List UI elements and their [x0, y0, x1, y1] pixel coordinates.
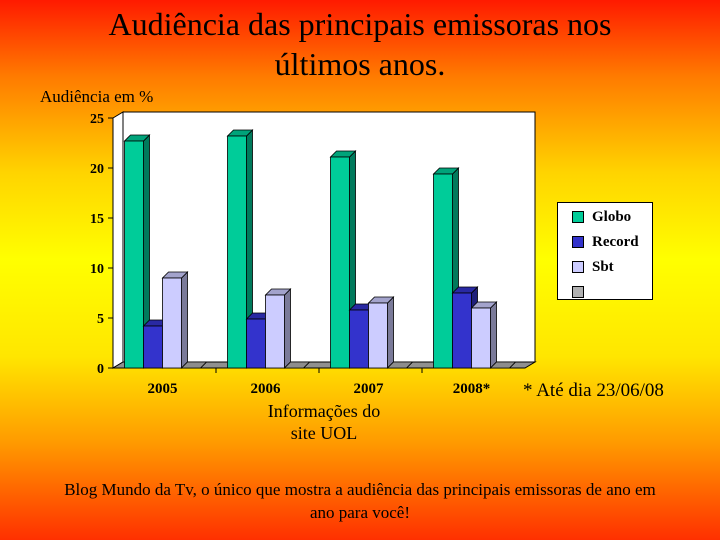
bar-side-sbt-2006 — [284, 288, 291, 369]
bar-top-unlabeled-2005 — [180, 361, 208, 369]
bar-top-unlabeled-2006 — [283, 361, 311, 369]
chart-title-line-2: últimos anos. — [274, 46, 446, 82]
y-tick-label: 0 — [97, 362, 104, 377]
chart-legend: Globo Record Sbt — [557, 202, 653, 300]
bar-record-2006 — [246, 318, 266, 369]
x-tick-label-2005: 2005 — [148, 381, 178, 397]
bar-sbt-2008 — [471, 307, 491, 369]
footer-line-1: Blog Mundo da Tv, o único que mostra a a… — [64, 480, 656, 499]
bar-side-sbt-2008 — [490, 301, 497, 369]
date-note: * Até dia 23/06/08 — [523, 380, 664, 401]
source-note-line-2: site UOL — [290, 423, 358, 443]
legend-swatch-record — [572, 236, 584, 248]
bar-sbt-2006 — [265, 294, 285, 369]
bar-record-2005 — [143, 325, 163, 369]
legend-label-globo: Globo — [592, 209, 632, 225]
y-tick-label: 10 — [90, 262, 104, 277]
bar-side-sbt-2007 — [387, 296, 394, 369]
y-tick-label: 20 — [90, 162, 104, 177]
chart-title: Audiência das principais emissoras nos ú… — [0, 4, 720, 84]
y-tick-label: 5 — [97, 312, 104, 327]
chart-title-line-1: Audiência das principais emissoras nos — [108, 6, 612, 42]
bar-side-sbt-2005 — [181, 271, 188, 369]
y-tick-label: 25 — [90, 112, 104, 127]
bar-top-unlabeled-2008 — [489, 361, 517, 369]
bar-globo-2007 — [330, 156, 350, 369]
bar-record-2007 — [349, 309, 369, 369]
legend-swatch-unlabeled — [572, 286, 584, 298]
y-axis-label: Audiência em % — [40, 87, 154, 106]
footer-line-2: ano para você! — [309, 503, 411, 522]
chart-side-wall — [112, 111, 124, 369]
legend-label-sbt: Sbt — [592, 259, 614, 275]
bar-globo-2008 — [433, 173, 453, 369]
source-note: Informações do site UOL — [244, 400, 404, 444]
bar-globo-2005 — [124, 140, 144, 369]
legend-swatch-globo — [572, 211, 584, 223]
source-note-line-1: Informações do — [267, 401, 381, 421]
legend-swatch-sbt — [572, 261, 584, 273]
y-tick-label: 15 — [90, 212, 104, 227]
x-tick-label-2007: 2007 — [354, 381, 385, 397]
bar-globo-2006 — [227, 135, 247, 369]
legend-label-record: Record — [592, 234, 639, 250]
x-tick-label-2006: 2006 — [251, 381, 282, 397]
x-tick-label-2008: 2008* — [453, 381, 491, 397]
bar-sbt-2007 — [368, 302, 388, 369]
footer-text: Blog Mundo da Tv, o único que mostra a a… — [0, 478, 720, 524]
bar-top-unlabeled-2007 — [386, 361, 414, 369]
bar-sbt-2005 — [162, 277, 182, 369]
bar-record-2008 — [452, 292, 472, 369]
